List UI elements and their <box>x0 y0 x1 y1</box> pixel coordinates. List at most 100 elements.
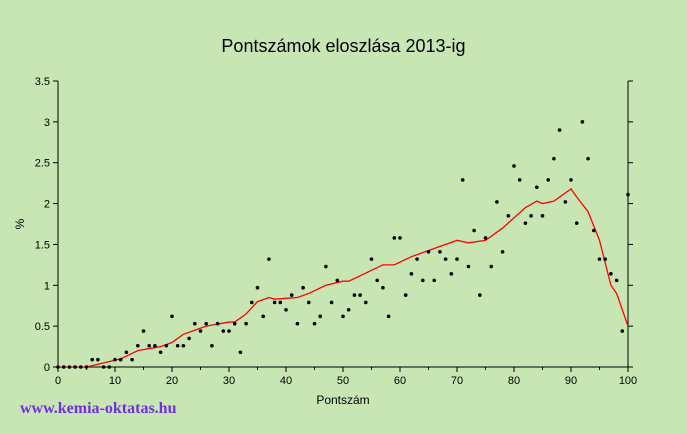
data-point <box>61 365 66 369</box>
data-point <box>96 357 100 362</box>
data-point <box>79 365 83 369</box>
data-point <box>324 264 328 269</box>
data-point <box>614 278 619 283</box>
y-tick-label: 3 <box>44 117 50 129</box>
data-point <box>295 321 300 326</box>
data-point <box>204 321 208 326</box>
data-point <box>158 350 163 355</box>
data-point <box>335 278 340 283</box>
data-point <box>307 300 311 305</box>
data-point <box>312 321 317 326</box>
data-point <box>392 236 397 240</box>
data-point <box>403 293 408 297</box>
data-point <box>107 365 112 369</box>
data-point <box>386 314 391 319</box>
data-point <box>415 257 419 261</box>
data-point <box>153 343 157 348</box>
data-point <box>478 293 482 297</box>
data-point <box>187 336 191 341</box>
data-point <box>278 300 283 305</box>
data-point <box>118 357 123 362</box>
data-point <box>215 321 220 326</box>
data-point <box>586 156 590 161</box>
data-point <box>626 192 630 197</box>
y-tick-label: 1 <box>44 280 50 292</box>
data-point <box>375 278 380 283</box>
data-point <box>267 257 271 261</box>
data-point <box>546 178 550 182</box>
data-point <box>67 365 72 369</box>
data-point <box>301 285 305 290</box>
data-point <box>255 285 260 290</box>
data-point <box>506 214 511 218</box>
x-axis-label: Pontszám <box>316 393 369 407</box>
data-point <box>261 314 266 319</box>
data-point <box>535 185 539 190</box>
website-link[interactable]: www.kemia-oktatas.hu <box>20 400 177 417</box>
data-point <box>198 329 203 333</box>
data-point <box>512 164 516 168</box>
y-tick-label: 2.5 <box>35 158 50 170</box>
data-point <box>472 228 476 233</box>
data-point <box>56 365 60 369</box>
data-point <box>130 357 134 362</box>
data-point <box>136 343 140 348</box>
data-point <box>289 293 294 297</box>
data-point <box>609 272 613 276</box>
data-point <box>318 314 323 319</box>
data-point <box>170 314 174 319</box>
data-point <box>483 236 488 240</box>
data-point <box>341 314 345 319</box>
data-point <box>500 249 505 254</box>
y-tick-label: 1.5 <box>35 239 50 251</box>
x-tick-label: 30 <box>223 375 235 387</box>
trend-line <box>58 187 629 368</box>
data-point <box>563 200 568 204</box>
data-point <box>358 293 362 297</box>
x-tick-label: 60 <box>394 375 406 387</box>
data-point <box>227 329 231 333</box>
data-point <box>381 285 385 290</box>
data-point <box>164 343 169 348</box>
data-point <box>603 257 607 261</box>
data-point <box>540 214 545 218</box>
x-tick-label: 80 <box>508 375 520 387</box>
data-point <box>398 236 402 240</box>
x-tick-label: 40 <box>280 375 292 387</box>
x-tick-label: 0 <box>55 375 61 387</box>
data-point <box>426 249 431 254</box>
data-point <box>101 365 106 369</box>
data-point <box>569 178 573 182</box>
data-point <box>557 128 562 132</box>
data-point <box>181 343 186 348</box>
data-point <box>221 329 226 333</box>
data-point <box>443 257 448 261</box>
data-point <box>438 249 442 254</box>
y-tick-label: 0.5 <box>35 321 50 333</box>
data-point <box>574 221 579 225</box>
data-point <box>210 343 214 348</box>
x-tick-label: 50 <box>337 375 349 387</box>
data-point <box>238 350 243 355</box>
data-point <box>517 178 522 182</box>
data-point <box>455 257 459 261</box>
data-point <box>580 120 585 124</box>
data-point <box>352 293 357 297</box>
y-tick-label: 0 <box>44 362 50 374</box>
x-tick-label: 100 <box>619 375 637 387</box>
data-point <box>364 300 368 305</box>
data-point <box>409 272 414 276</box>
data-point <box>552 156 556 161</box>
y-tick-label: 3.5 <box>35 76 50 88</box>
data-point <box>90 357 94 362</box>
data-point <box>449 272 454 276</box>
data-point <box>73 365 77 369</box>
x-tick-label: 70 <box>451 375 463 387</box>
data-point <box>489 264 494 269</box>
data-point <box>329 300 334 305</box>
x-tick-label: 90 <box>565 375 577 387</box>
data-point <box>193 321 197 326</box>
data-point <box>272 300 277 305</box>
data-point <box>113 357 117 362</box>
